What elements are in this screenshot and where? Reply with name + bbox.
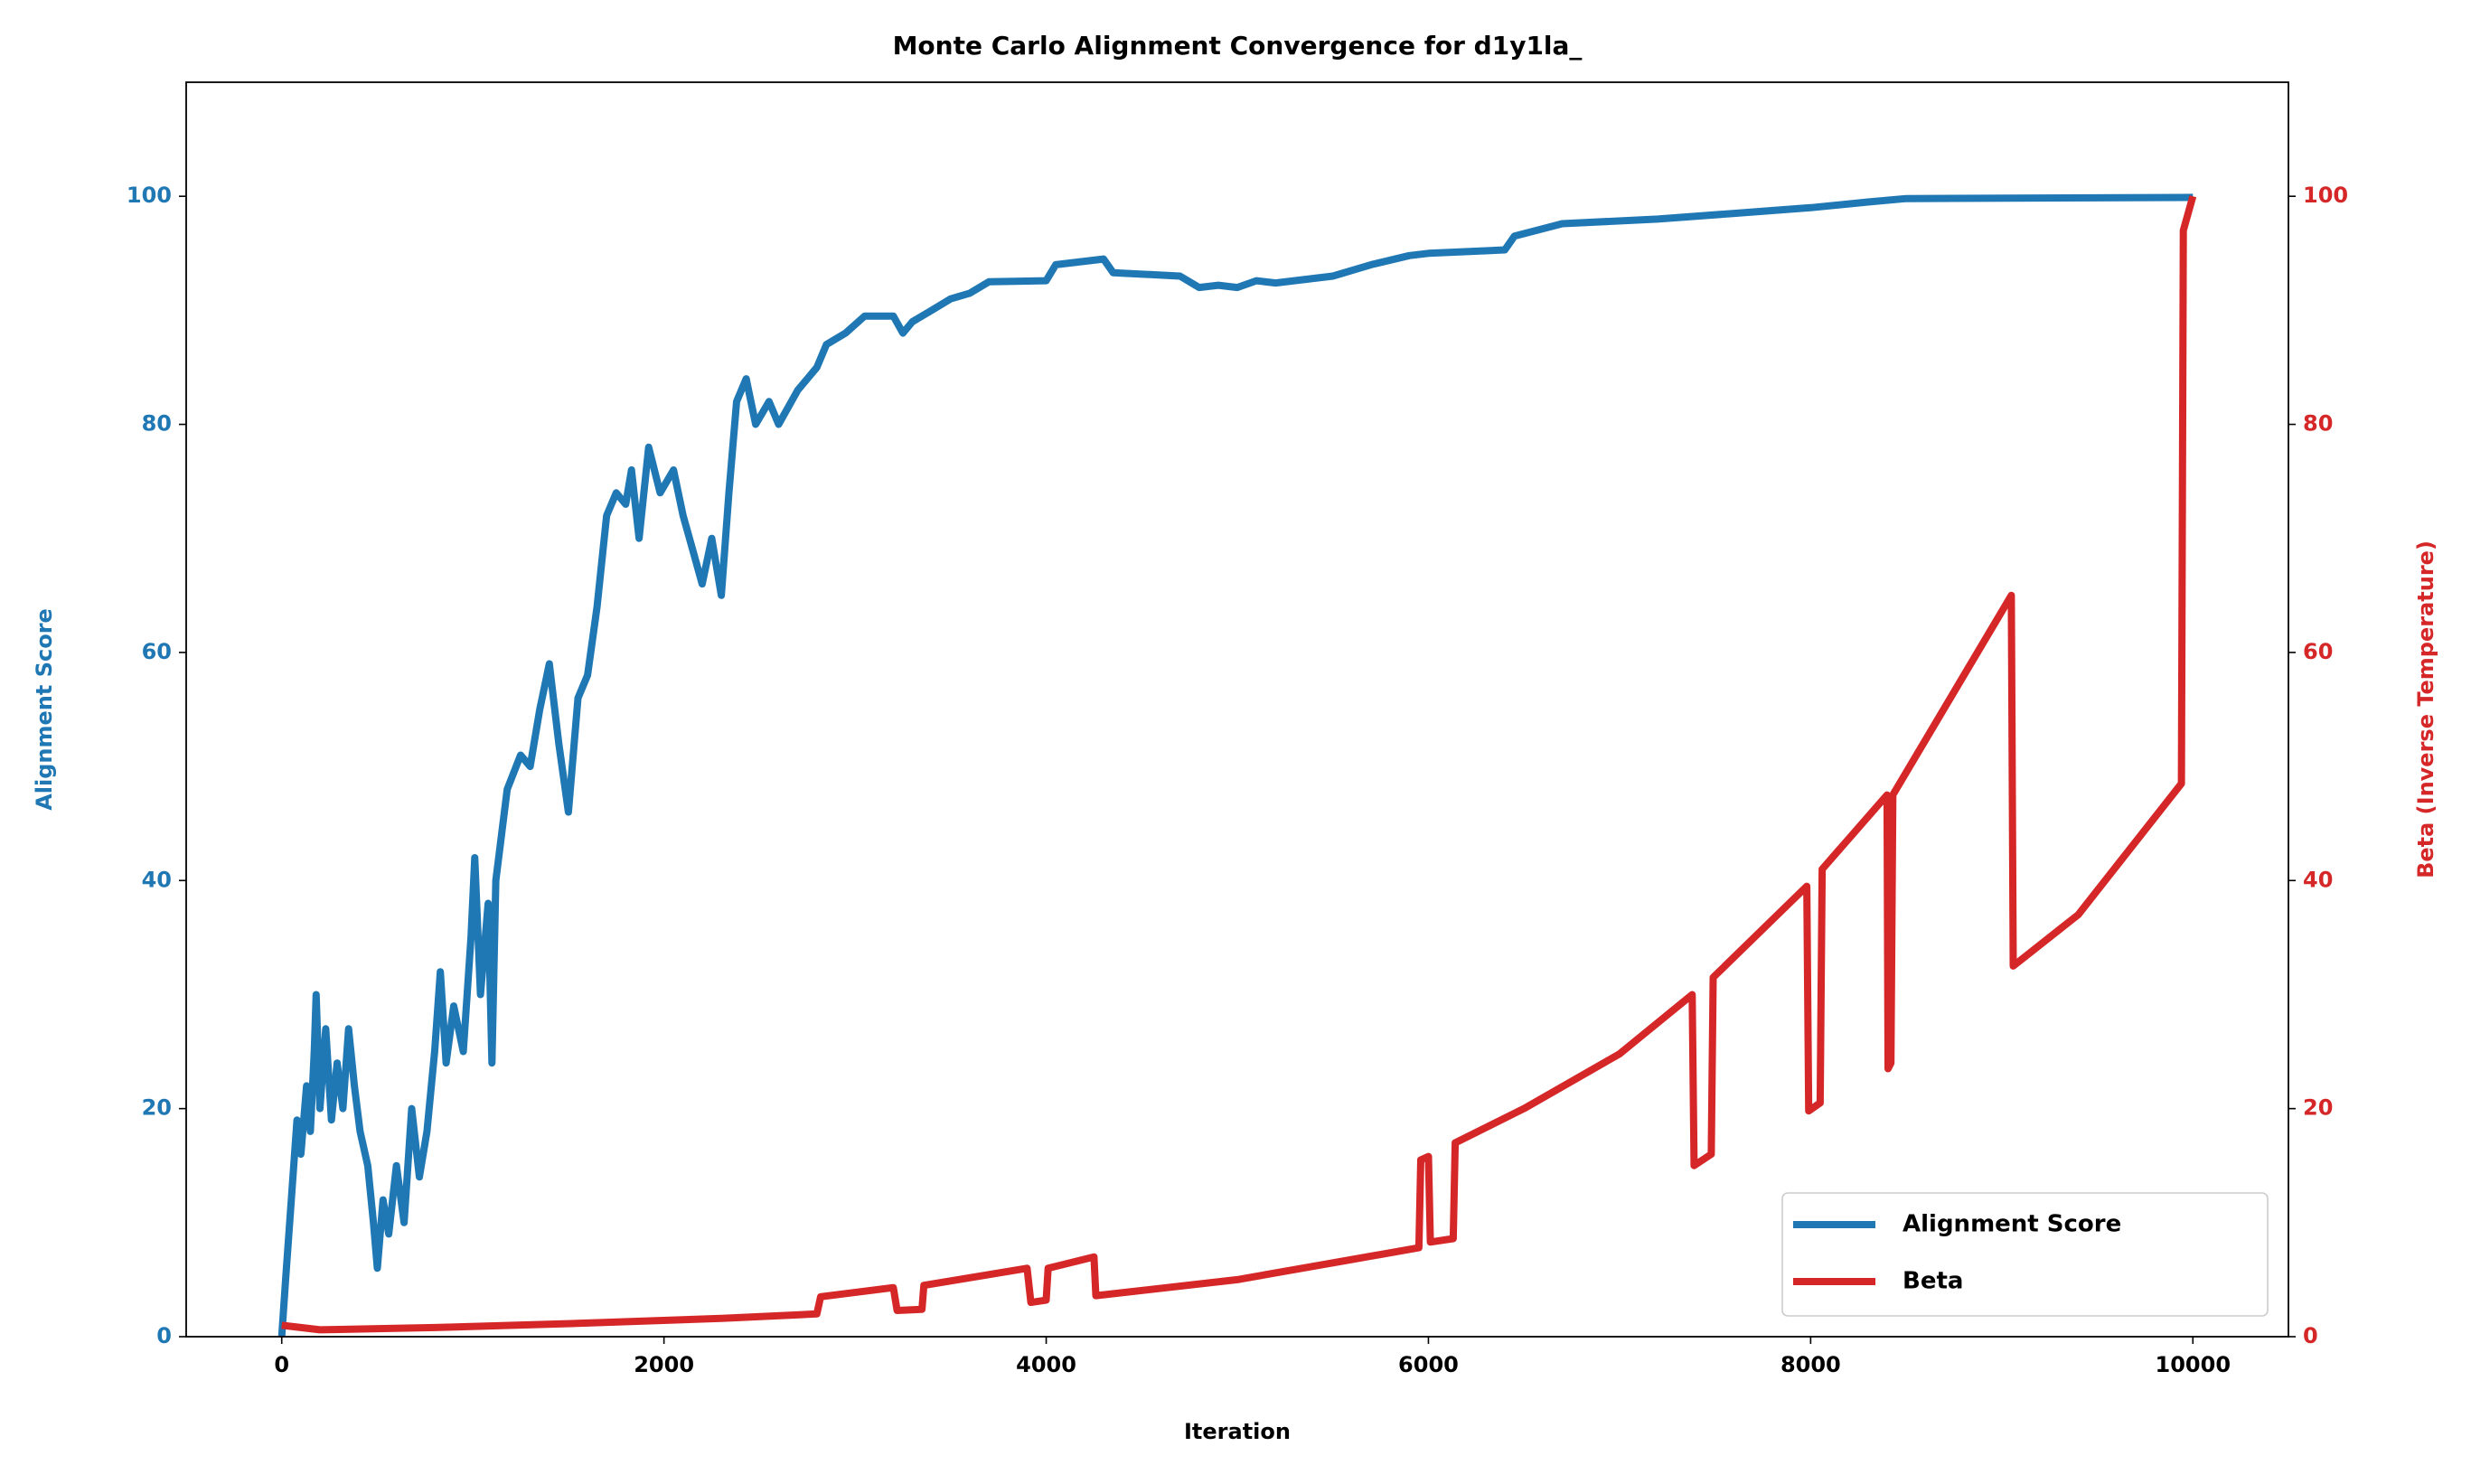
- y2-axis-label: Beta (Inverse Temperature): [2413, 540, 2438, 878]
- legend: Alignment Score Beta: [1781, 1192, 2269, 1317]
- y2-tick-label: 40: [2303, 867, 2333, 892]
- y2-tick-label: 60: [2303, 639, 2333, 664]
- y-tick-label: 60: [142, 639, 172, 664]
- x-tick-label: 6000: [1398, 1352, 1459, 1377]
- y2-tick-label: 80: [2303, 411, 2333, 437]
- data-line: [277, 193, 2194, 1338]
- x-tick-label: 10000: [2156, 1352, 2231, 1377]
- y2-tick-label: 20: [2303, 1095, 2333, 1121]
- x-axis-label: Iteration: [1184, 1419, 1291, 1444]
- legend-label: Alignment Score: [1903, 1211, 2121, 1238]
- plot-frame: [185, 81, 2289, 1338]
- legend-box: [1781, 1192, 2269, 1317]
- x-tick-label: 4000: [1016, 1352, 1076, 1377]
- y-tick-label: 0: [156, 1323, 172, 1348]
- y-tick-label: 80: [142, 411, 172, 437]
- x-tick-label: 0: [274, 1352, 289, 1377]
- legend-label: Beta: [1903, 1268, 1963, 1295]
- chart-title: Monte Carlo Alignment Convergence for d1…: [893, 31, 1583, 61]
- y2-tick-label: 100: [2303, 183, 2348, 208]
- data-line: [281, 195, 2197, 1334]
- y2-tick-label: 0: [2303, 1323, 2318, 1348]
- y-tick-label: 40: [142, 867, 172, 892]
- x-tick-label: 8000: [1780, 1352, 1841, 1377]
- x-tick-label: 2000: [634, 1352, 694, 1377]
- y-tick-label: 20: [142, 1095, 172, 1121]
- y-axis-label: Alignment Score: [32, 608, 57, 811]
- y-tick-label: 100: [127, 183, 172, 208]
